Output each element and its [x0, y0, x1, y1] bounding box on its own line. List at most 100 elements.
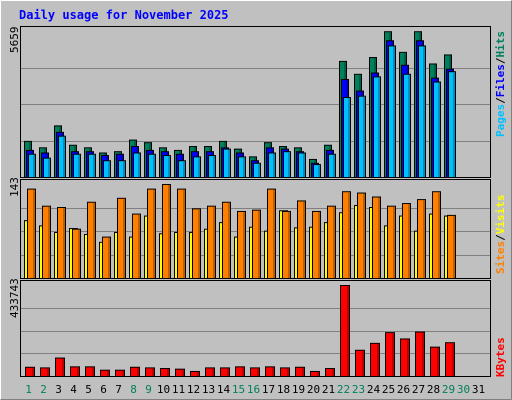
legend-pages-files-hits: Pages/Files/Hits — [494, 31, 507, 137]
bar-sites — [208, 206, 215, 278]
bar-pages — [74, 154, 80, 177]
bar-kbytes — [191, 371, 199, 376]
bar-pages-highlight — [378, 77, 380, 177]
x-tick-label: 7 — [115, 383, 122, 396]
bar-pages-highlight — [123, 161, 125, 177]
bar-pages — [104, 161, 110, 177]
bar-kbytes — [176, 369, 184, 376]
bar-kbytes-highlight — [77, 367, 79, 376]
bar-pages-highlight — [78, 154, 80, 177]
bar-sites — [148, 189, 155, 278]
bar-kbytes-highlight — [152, 368, 154, 376]
bar-pages-highlight — [183, 161, 185, 177]
bar-sites — [43, 206, 50, 278]
bar-sites-highlight — [78, 229, 80, 278]
bar-kbytes — [86, 367, 94, 376]
bar-kbytes-highlight — [47, 368, 49, 376]
bar-pages — [179, 161, 185, 177]
bar-pages-highlight — [63, 136, 65, 177]
bar-kbytes-highlight — [377, 343, 379, 376]
bar-kbytes — [161, 369, 169, 376]
bar-kbytes-highlight — [92, 367, 94, 376]
x-tick-label: 8 — [130, 383, 137, 396]
bar-sites-highlight — [363, 193, 365, 278]
bar-pages — [449, 72, 455, 177]
bar-pages — [194, 157, 200, 177]
bar-sites-highlight — [228, 202, 230, 278]
bar-sites-highlight — [288, 211, 290, 278]
bar-sites — [103, 237, 110, 278]
bar-sites-highlight — [63, 208, 65, 278]
bar-sites-highlight — [453, 215, 455, 278]
x-tick-label: 2 — [40, 383, 47, 396]
bar-kbytes — [416, 332, 424, 376]
bar-sites-highlight — [243, 211, 245, 278]
panel-visits-ymax-label: 143 — [8, 177, 21, 197]
bar-kbytes — [236, 367, 244, 376]
bar-kbytes-highlight — [167, 369, 169, 376]
bar-sites — [178, 189, 185, 278]
legend-sep-2: / — [494, 57, 507, 64]
x-tick-label: 26 — [397, 383, 410, 396]
bar-sites — [313, 211, 320, 278]
bar-sites — [358, 193, 365, 278]
bar-pages — [434, 82, 440, 177]
x-tick-label: 17 — [262, 383, 275, 396]
bar-sites — [28, 189, 35, 278]
bar-pages — [329, 154, 335, 177]
chart-title: Daily usage for November 2025 — [19, 8, 229, 22]
x-tick-label: 6 — [100, 383, 107, 396]
bar-kbytes — [281, 368, 289, 376]
x-tick-label: 4 — [70, 383, 77, 396]
bar-pages-highlight — [198, 157, 200, 177]
bar-kbytes-highlight — [137, 367, 139, 376]
bar-sites — [253, 210, 260, 278]
bar-kbytes — [71, 367, 79, 376]
bar-kbytes — [146, 368, 154, 376]
bar-sites — [268, 189, 275, 278]
x-tick-label: 29 — [442, 383, 455, 396]
bar-kbytes-highlight — [452, 343, 454, 376]
x-tick-label: 25 — [382, 383, 395, 396]
x-tick-label: 24 — [367, 383, 381, 396]
chart-marks — [21, 31, 490, 376]
bar-sites-highlight — [348, 192, 350, 278]
bar-kbytes-highlight — [287, 368, 289, 376]
bar-sites-highlight — [183, 189, 185, 278]
x-tick-label: 27 — [412, 383, 425, 396]
bar-pages — [284, 152, 290, 177]
legend-sep-1: / — [494, 97, 507, 104]
x-tick-label: 13 — [202, 383, 215, 396]
bar-sites — [73, 229, 80, 278]
bar-pages-highlight — [153, 154, 155, 177]
bar-pages — [209, 156, 215, 177]
x-tick-label: 12 — [187, 383, 200, 396]
bar-sites — [448, 215, 455, 278]
bar-sites-highlight — [393, 206, 395, 278]
bar-kbytes — [341, 286, 349, 376]
bar-sites-highlight — [258, 210, 260, 278]
bar-sites — [418, 200, 425, 278]
bar-kbytes-highlight — [32, 367, 34, 376]
bar-pages — [119, 161, 125, 177]
x-tick-label: 20 — [307, 383, 320, 396]
bar-pages-highlight — [333, 154, 335, 177]
bar-pages-highlight — [408, 74, 410, 177]
bar-pages — [134, 153, 140, 177]
bar-kbytes — [386, 333, 394, 376]
bar-pages-highlight — [273, 153, 275, 177]
bar-kbytes-highlight — [317, 371, 319, 376]
bar-sites — [133, 214, 140, 278]
bar-sites — [118, 198, 125, 278]
legend-sites-visits: Sites/Visits — [494, 195, 507, 275]
x-tick-label: 22 — [337, 383, 350, 396]
bar-sites-highlight — [423, 200, 425, 278]
bar-pages — [149, 154, 155, 177]
bar-sites-highlight — [33, 189, 35, 278]
legend-visits: Visits — [494, 195, 507, 235]
bar-kbytes-highlight — [122, 370, 124, 376]
bar-kbytes — [356, 350, 364, 376]
bar-pages-highlight — [453, 72, 455, 177]
bar-sites-highlight — [408, 204, 410, 278]
